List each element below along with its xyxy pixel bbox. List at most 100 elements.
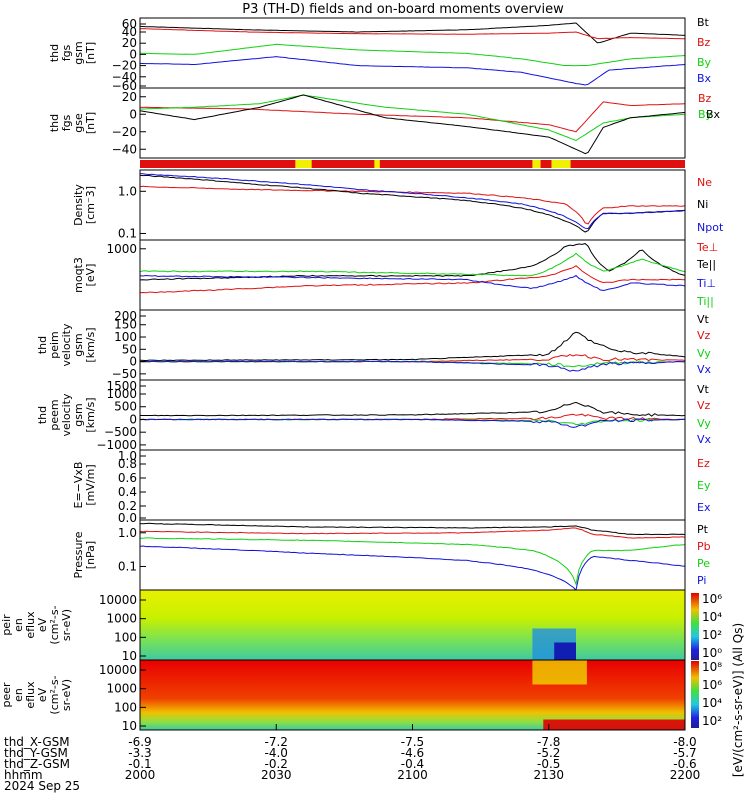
y-tick-label: 0: [129, 412, 137, 426]
panel-frame: [139, 169, 686, 241]
legend-entry: Ey: [697, 479, 711, 492]
trace-temp-Ti⊥: [139, 274, 686, 292]
legend-entry: Ne: [697, 176, 712, 189]
colorbar-tick: 10⁴: [702, 610, 722, 624]
panel-temp: 1000 moqt3 [eV] Te⊥ Te|| Ti⊥ Ti||: [72, 239, 718, 311]
y-tick-label: 500: [114, 400, 137, 414]
trace-fgs_gsm-Bz: [139, 28, 685, 40]
y-tick-label: 10: [122, 649, 137, 663]
y-axis-label: en: [12, 618, 25, 632]
y-axis-label: eV: [36, 687, 49, 702]
y-tick-label: 0.1: [118, 559, 137, 573]
y-tick-label: 0.1: [118, 226, 137, 240]
legend-entry: Vz: [697, 329, 711, 342]
colorbar-label: [eV/(cm²-s-sr-eV)] (All Qs): [731, 623, 745, 777]
panel-peir: 10000 1000 100 10 thdpeirenefluxeV(cm²-s-sr-…: [0, 589, 686, 663]
legend-entry: Ex: [697, 501, 711, 514]
y-tick-label: 1500: [106, 379, 137, 393]
colorbar-tick: 10⁰: [702, 646, 722, 660]
orbit-row-label: thd_X-GSM: [4, 735, 70, 749]
y-tick-label: 0.2: [118, 499, 137, 513]
orbit-row-value: -7.5: [401, 735, 424, 749]
y-tick-label: −1000: [96, 438, 137, 452]
y-tick-label: 100: [114, 630, 137, 644]
panel-peer: 10000 1000 100 10 thdpeerenefluxeV(cm²-s-sr-…: [0, 659, 686, 733]
y-axis-label: peir: [0, 614, 13, 636]
y-tick-label: 50: [122, 342, 137, 356]
spectrogram-image: [140, 660, 685, 730]
legend-entry: Te||: [696, 258, 716, 271]
y-axis-label: (cm²-s-: [48, 605, 61, 644]
trace-pressure-Pe: [139, 537, 686, 586]
y-axis-label: [nT]: [84, 112, 97, 134]
orbit-row-value: -4.0: [265, 746, 288, 760]
y-tick-label: −20: [112, 125, 137, 139]
orbit-row-value: -8.0: [673, 735, 696, 749]
y-axis-label: Pressure: [72, 531, 85, 578]
y-axis-label: [nT]: [84, 42, 97, 64]
orbit-row-value: -5.7: [673, 746, 696, 760]
legend-entry: Te⊥: [696, 241, 718, 254]
y-axis-label: thd: [48, 114, 61, 132]
y-axis-label: velocity: [60, 323, 73, 366]
legend-entry: Pi: [697, 574, 706, 587]
y-axis-label: thd: [0, 686, 1, 704]
trace-fgs_gsm-By: [140, 43, 686, 67]
y-tick-label: 10: [122, 719, 137, 733]
legend-entry: By: [698, 108, 713, 121]
y-tick-label: 1000: [106, 242, 137, 256]
legend-entry: Npot: [697, 221, 724, 234]
spectrogram-feature: [543, 719, 685, 730]
colorbar-tick: 10⁶: [702, 592, 722, 606]
spectrogram-feature: [554, 642, 576, 660]
orbit-row-value: 2030: [261, 768, 292, 782]
y-axis-label: [eV]: [84, 264, 97, 287]
y-axis-label: thd: [36, 406, 49, 424]
y-axis-label: [km/s]: [84, 327, 97, 362]
panel-density: 1.0 0.1 Density [cm⁻3] Ne Ni Npot: [72, 169, 724, 241]
y-tick-label: 100: [114, 330, 137, 344]
panel-frame: [139, 519, 686, 591]
orbit-row-value: -0.6: [673, 757, 696, 771]
y-tick-label: 1000: [106, 387, 137, 401]
y-tick-label: 0: [129, 107, 137, 121]
y-tick-label: 100: [114, 700, 137, 714]
y-axis-label: E=−VxB: [72, 462, 85, 509]
y-axis-label: peer: [0, 682, 13, 708]
orbit-row-value: -0.2: [265, 757, 288, 771]
date-label: 2024 Sep 25: [4, 779, 80, 793]
trace-fgs_gse-Bx: [139, 94, 686, 155]
y-tick-label: 10000: [99, 593, 137, 607]
y-axis-label: peem: [48, 399, 61, 430]
colorbar-tick: 10⁸: [702, 660, 722, 674]
y-axis-label: gsm: [72, 41, 85, 64]
y-axis-label: peim: [48, 331, 61, 359]
y-axis-label: fgs: [60, 114, 73, 131]
trace-fgs_gse-By: [140, 94, 686, 142]
orbit-row-value: -0.4: [401, 757, 424, 771]
y-tick-label: −20: [112, 59, 137, 73]
trace-peim-Vt: [139, 331, 686, 362]
spectrogram-image: [140, 590, 685, 660]
y-axis-label: gse: [72, 113, 85, 133]
trace-peim-Vx: [139, 360, 686, 372]
y-axis-label: gsm: [72, 403, 85, 426]
y-tick-label: −40: [112, 142, 137, 156]
colorbar-tick: 10⁶: [702, 678, 722, 692]
colorbar-peer: [691, 661, 699, 728]
legend-entry: Vz: [697, 399, 711, 412]
colorbar-tick: 10⁴: [702, 696, 722, 710]
y-axis-label: thd: [36, 336, 49, 354]
orbit-row-value: 2000: [125, 768, 156, 782]
orbit-row-value: -7.2: [265, 735, 288, 749]
orbit-row-value: -7.8: [537, 735, 560, 749]
y-axis-label: fgs: [60, 44, 73, 61]
legend-entry: By: [697, 56, 712, 69]
trace-pressure-Pi: [139, 545, 686, 591]
y-tick-label: 20: [122, 90, 137, 104]
